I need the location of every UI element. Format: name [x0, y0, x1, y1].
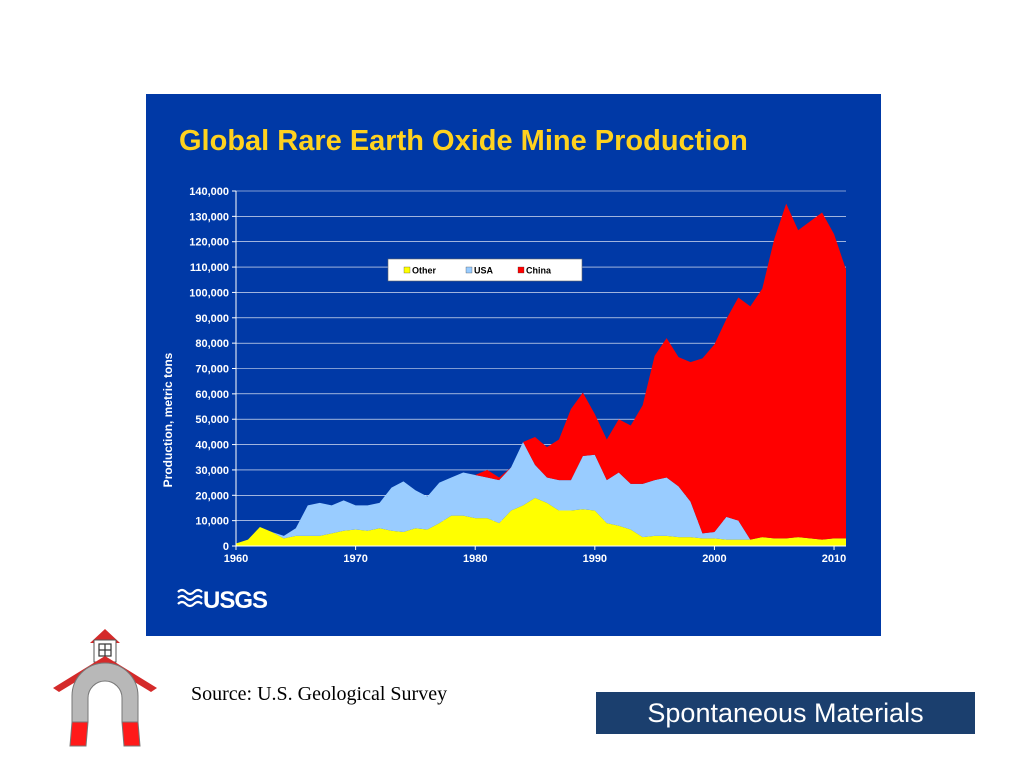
y-tick-label: 0 [223, 541, 229, 553]
schoolhouse-magnet-icon [53, 629, 157, 747]
area-other [236, 497, 846, 546]
x-tick-label: 2010 [822, 553, 846, 565]
usgs-wave-icon [177, 588, 203, 608]
gridlines [236, 190, 846, 521]
y-tick-label: 90,000 [195, 313, 229, 325]
y-tick-label: 40,000 [195, 440, 229, 452]
legend-box [387, 258, 583, 282]
chart-panel: Global Rare Earth Oxide Mine Production … [146, 94, 881, 636]
usgs-logo-text: USGS [203, 587, 268, 614]
brand-label: Spontaneous Materials [596, 692, 975, 734]
x-tick-label: 2000 [702, 553, 726, 565]
y-tick-label: 60,000 [195, 389, 229, 401]
y-tick-label: 20,000 [195, 490, 229, 502]
usgs-logo: USGS [177, 587, 269, 614]
legend-swatch-china [517, 266, 525, 274]
y-tick-label: 70,000 [195, 364, 229, 376]
area-china [236, 203, 846, 544]
legend-label-other: Other [412, 266, 437, 276]
x-tick-label: 1960 [224, 553, 248, 565]
y-tick-label: 100,000 [189, 287, 229, 299]
area-usa [236, 442, 846, 544]
y-tick-label: 120,000 [189, 237, 229, 249]
axes: 0 10,000 20,000 30,000 40,000 50,000 60,000 70,… [189, 186, 846, 565]
stacked-areas [236, 203, 846, 546]
y-tick-label: 30,000 [195, 465, 229, 477]
y-tick-label: 80,000 [195, 338, 229, 350]
source-caption: Source: U.S. Geological Survey [191, 683, 448, 705]
x-tick-label: 1980 [463, 553, 487, 565]
legend-swatch-other [403, 266, 411, 274]
chart-title: Global Rare Earth Oxide Mine Production [179, 125, 748, 157]
x-tick-label: 1990 [583, 553, 607, 565]
y-tick-label: 50,000 [195, 414, 229, 426]
legend-swatch-usa [465, 266, 473, 274]
y-tick-label: 10,000 [195, 516, 229, 528]
y-tick-label: 110,000 [190, 262, 229, 274]
legend-label-usa: USA [474, 266, 494, 276]
y-axis-label: Production, metric tons [161, 352, 175, 487]
x-tick-label: 1970 [343, 553, 367, 565]
rare-earth-chart: Global Rare Earth Oxide Mine Production … [161, 125, 846, 614]
y-tick-label: 130,000 [189, 211, 229, 223]
legend: Other USA China [387, 258, 583, 282]
y-tick-label: 140,000 [189, 186, 229, 198]
legend-label-china: China [526, 266, 552, 276]
